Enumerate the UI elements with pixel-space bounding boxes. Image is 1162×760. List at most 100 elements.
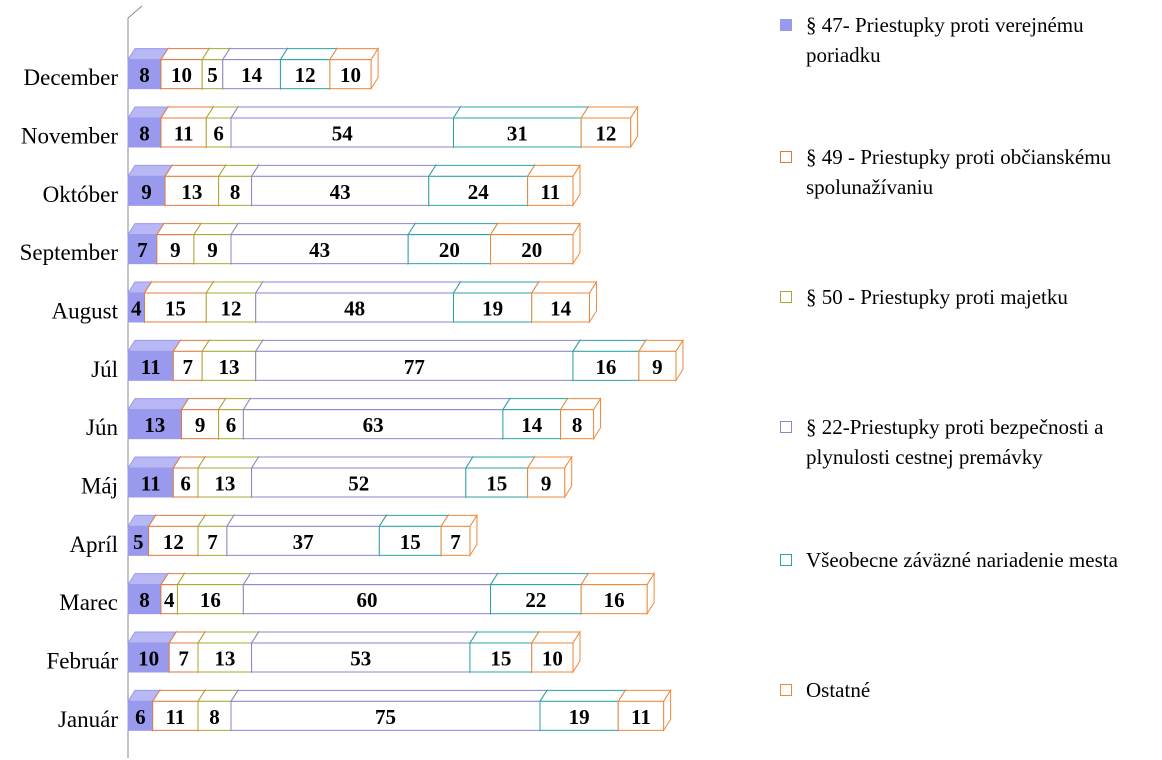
data-label: 22 [525,588,546,612]
bar-segment [559,396,602,441]
bar-segment-front [152,700,199,731]
data-label: 16 [595,355,616,379]
data-label: 15 [490,647,511,671]
data-label: 48 [344,297,365,321]
data-label: 7 [207,530,218,554]
legend-item: § 49 - Priestupky proti občianskému spol… [780,142,1160,202]
data-label: 11 [540,180,560,204]
bar-segment-front [230,117,454,148]
data-label: 43 [309,238,330,262]
data-label: 6 [180,472,191,496]
data-label: 13 [144,413,165,437]
bar-segment-front [440,525,471,556]
data-label: 6 [213,122,224,146]
data-label: 7 [182,355,193,379]
bar-segment-top [526,164,581,177]
bar-segment-top [617,689,672,702]
bar-segment-front [251,175,430,206]
bar-segment-top [489,223,581,236]
data-label: 10 [542,647,563,671]
bar-segment-top [530,281,598,294]
bar-segment-top [164,164,227,177]
bar-segment-top [127,456,182,469]
bar-segment [250,455,474,499]
data-label: 31 [507,122,528,146]
bar-segment [580,571,656,616]
bar-segment-top [539,689,627,702]
data-label: 11 [165,705,185,729]
bar-segment [580,105,639,149]
legend-label: § 49 - Priestupky proti občianskému spol… [806,145,1112,199]
bar-segment-top [225,514,388,527]
bar-segment-top [407,223,499,236]
bar-segment-top [151,689,206,702]
bar-segment-top [193,223,239,236]
data-label: 13 [218,355,239,379]
bar-segment [637,338,684,383]
bar-segment-front [242,584,492,615]
data-label: 6 [226,413,237,437]
category-label: November [21,124,118,149]
bar-segment [452,105,590,149]
bar-segment-front [127,642,170,673]
data-label: 15 [400,530,421,554]
data-label: 5 [207,63,218,87]
bar-segment [254,338,581,383]
bar-segment-front [580,117,632,148]
bar-segment-front [428,175,529,206]
y-axis-depth-line [127,5,143,19]
data-label: 60 [356,588,377,612]
bar-segment-front [164,175,220,206]
bar-segment-top [530,631,581,644]
data-label: 77 [404,355,425,379]
legend-label: Ostatné [806,678,871,702]
bar-segment-front [527,467,566,498]
bar-segment-front [193,234,232,265]
bar-segment-front [160,117,207,148]
bar-segment-top [197,456,260,469]
bar-segment-top [160,48,211,61]
data-label: 4 [131,297,142,321]
data-label: 8 [572,413,583,437]
bar-segment-front [172,467,199,498]
bar-segment-front [127,584,162,615]
data-label: 63 [363,413,384,437]
bar-segment-top [452,281,540,294]
data-label: 75 [375,705,396,729]
category-label: Jún [86,415,118,440]
data-label: 7 [137,238,148,262]
data-label: 9 [170,238,181,262]
legend-item: Všeobecne záväzné nariadenie mesta [780,545,1160,575]
bar-segment-front [205,292,257,323]
data-label: 14 [521,413,543,437]
category-label: August [52,299,119,324]
bar-segment-top [637,339,684,352]
legend-item: § 50 - Priestupky proti majetku [780,282,1160,312]
bar-segment [328,46,379,91]
bar-segment-front [172,350,203,381]
data-label: 9 [541,472,552,496]
bar-segment-front [452,117,582,148]
data-label: 20 [521,238,542,262]
data-label: 11 [631,705,651,729]
bar-segment-top [250,456,474,469]
bar-segment-top [155,223,202,236]
bar-segment-front [251,467,467,498]
data-label: 13 [214,647,235,671]
data-label: 15 [486,472,507,496]
bar-segment [530,280,598,324]
bar-segment-front [197,700,232,731]
data-label: 16 [604,588,625,612]
bar-segment-front [143,292,207,323]
data-label: 12 [163,530,184,554]
bar-segment-top [180,398,227,411]
bar-segment-front [127,59,162,90]
bar-segment [526,163,581,208]
data-label: 15 [165,297,186,321]
legend-swatch [780,291,792,303]
bar-segment-front [251,642,471,673]
bar-segment-top [378,514,450,527]
bar-segment-top [201,339,264,352]
data-label: 9 [207,238,218,262]
